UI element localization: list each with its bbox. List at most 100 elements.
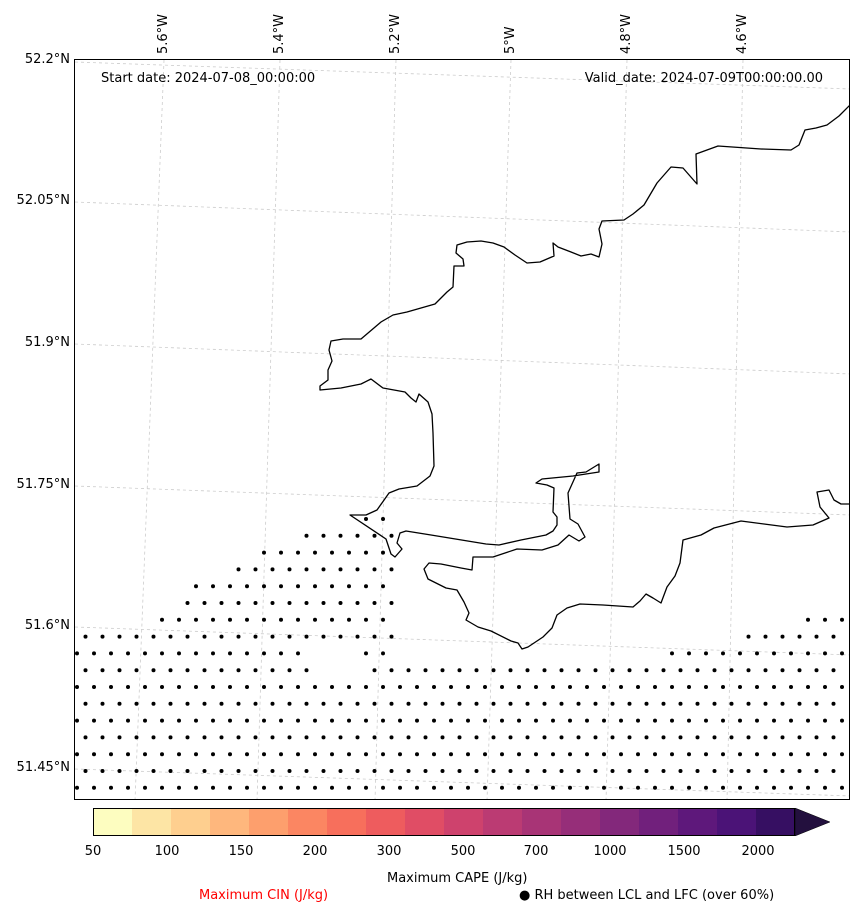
stipple-dot (75, 718, 79, 723)
stipple-dot (806, 785, 810, 790)
stipple-dot (321, 769, 326, 773)
stipple-dot (202, 634, 207, 639)
stipple-dot (185, 601, 190, 605)
stipple-dot (100, 769, 105, 773)
colorbar-tick-50: 50 (84, 844, 102, 859)
stipple-dot (678, 668, 683, 673)
stipple-dot (712, 668, 717, 673)
stipple-dot (100, 701, 105, 706)
stipple-dot (517, 752, 521, 757)
stipple-dot (287, 601, 292, 605)
stipple-dot (627, 668, 632, 673)
stipple-dot (347, 584, 351, 589)
stipple-dot (474, 668, 479, 673)
stipple-dot (347, 752, 351, 757)
stipple-dot (738, 685, 742, 689)
stipple-dot (160, 651, 164, 656)
stipple-dot (661, 668, 666, 673)
lon-label-5-2w: 5.2°W (388, 13, 403, 54)
stipple-dot (389, 601, 394, 605)
stipple-dot (338, 735, 343, 740)
stipple-dot (500, 785, 504, 790)
stipple-dot (262, 617, 266, 622)
stipple-dot (406, 668, 411, 673)
stipple-dot (245, 718, 249, 723)
stipple-dot (840, 752, 844, 757)
stipple-dot (440, 735, 445, 740)
stipple-dot (151, 634, 156, 639)
stipple-dot (534, 685, 538, 689)
stipple-dot (202, 701, 207, 706)
stipple-dot (763, 668, 768, 673)
colorbar-segment (756, 808, 796, 836)
stipple-dot (593, 769, 598, 773)
stipple-dot (704, 718, 708, 723)
stipple-dot (780, 668, 785, 673)
stipple-dot (551, 685, 555, 689)
stipple-dot (610, 769, 615, 773)
stipple-dot (746, 769, 751, 773)
lon-label-5-6w: 5.6°W (156, 13, 171, 54)
stipple-dot (270, 668, 275, 673)
stipple-dot (559, 735, 564, 740)
stipple-dot (610, 668, 615, 673)
stipple-dot (568, 718, 572, 723)
stipple-dot (83, 769, 88, 773)
stipple-dot (746, 701, 751, 706)
lon-label-4-8w: 4.8°W (619, 13, 634, 54)
stipple-dot (602, 718, 606, 723)
stipple-dot (627, 769, 632, 773)
parallel-line (75, 626, 849, 656)
stipple-dot (304, 567, 309, 572)
stipple-dot (262, 752, 266, 757)
stipple-dot (287, 701, 292, 706)
stipple-dot (313, 685, 317, 689)
colorbar-segment (678, 808, 718, 836)
stipple-dot (729, 769, 734, 773)
stipple-dot (236, 634, 241, 639)
stipple-dot (279, 550, 283, 555)
stipple-dot (211, 685, 215, 689)
stipple-dot (364, 550, 368, 555)
stipple-dot (449, 718, 453, 723)
stipple-dot (338, 601, 343, 605)
stipple-dot (389, 567, 394, 572)
stipple-dot (253, 668, 258, 673)
stipple-dot (253, 769, 258, 773)
stipple-dot (185, 634, 190, 639)
stipple-dot (219, 735, 224, 740)
cape-colorbar (93, 808, 830, 836)
start-date-label: Start date: 2024-07-08_00:00:00 (101, 71, 316, 86)
stipple-dot (814, 668, 819, 673)
stipple-dot (423, 769, 428, 773)
stipple-dot (755, 752, 759, 757)
stipple-dot (559, 769, 564, 773)
stipple-dot (304, 769, 309, 773)
lon-label-4-6w: 4.6°W (735, 13, 750, 54)
stipple-dot (712, 701, 717, 706)
stipple-dot (126, 752, 130, 757)
stipple-dot (704, 752, 708, 757)
stipple-dot (92, 785, 96, 790)
stipple-dot (542, 668, 547, 673)
stipple-dot (466, 785, 470, 790)
stipple-dot (202, 769, 207, 773)
stipple-dot (304, 601, 309, 605)
stipple-dot (194, 718, 198, 723)
stipple-dot (644, 701, 649, 706)
stipple-dot (542, 769, 547, 773)
stipple-dot (789, 785, 793, 790)
rh-dot-icon: ● (519, 888, 531, 903)
stipple-dot (721, 752, 725, 757)
stipple-dot (92, 651, 96, 656)
stipple-dot (228, 718, 232, 723)
stipple-dot (211, 617, 215, 622)
stipple-dot (619, 785, 623, 790)
stipple-dot (219, 601, 224, 605)
colorbar-segment (132, 808, 172, 836)
stipple-dot (831, 634, 836, 639)
stipple-dot (219, 668, 224, 673)
stipple-dot (168, 769, 173, 773)
colorbar-extend-arrow (794, 808, 830, 836)
stipple-dot (729, 668, 734, 673)
